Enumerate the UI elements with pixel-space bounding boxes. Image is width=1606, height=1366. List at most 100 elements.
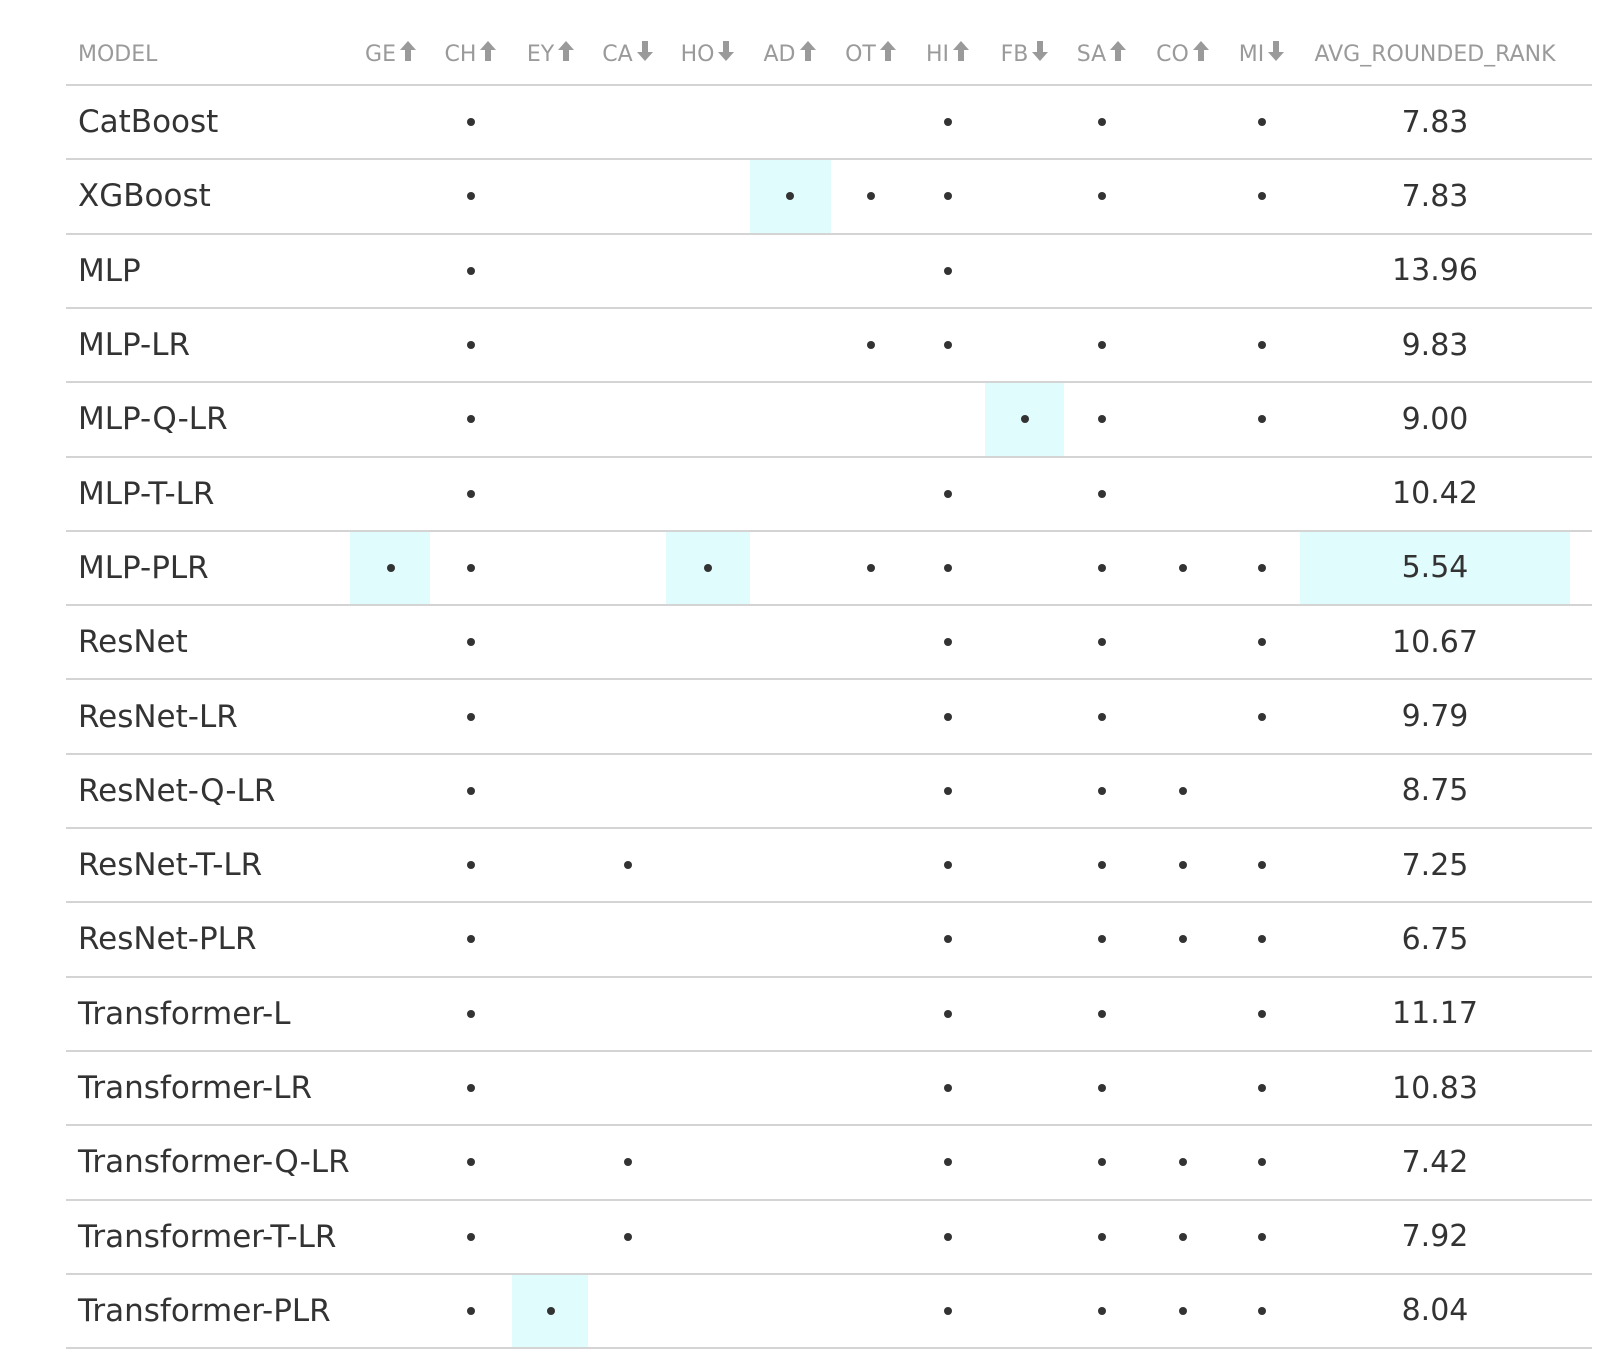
- arrow-up-icon: [952, 40, 970, 68]
- column-header-label: CH: [444, 41, 477, 67]
- column-header-label: CO: [1156, 41, 1189, 67]
- row-divider: [66, 752, 1592, 755]
- avg-rounded-rank-value: 7.92: [1401, 1219, 1469, 1255]
- mark-dot-ch: [467, 1084, 475, 1093]
- column-header-label: MI: [1238, 41, 1265, 67]
- mark-dot-co: [1179, 1158, 1187, 1167]
- model-name: MLP: [78, 252, 141, 289]
- mark-dot-mi: [1258, 861, 1266, 870]
- column-header-label: AVG_ROUNDED_RANK: [1314, 41, 1556, 67]
- mark-dot-co: [1179, 786, 1187, 795]
- model-name: MLP-Q-LR: [78, 401, 228, 438]
- row-divider: [66, 1198, 1592, 1201]
- mark-dot-hi: [944, 1009, 952, 1018]
- column-header-fb: FB: [985, 34, 1065, 74]
- avg-rounded-rank-value: 9.83: [1401, 327, 1469, 363]
- mark-dot-ch: [467, 118, 475, 127]
- column-header-ey: EY: [511, 34, 591, 74]
- mark-dot-sa: [1098, 786, 1106, 795]
- mark-dot-sa: [1098, 489, 1106, 498]
- mark-dot-mi: [1258, 1158, 1266, 1167]
- column-header-ho: HO: [668, 34, 748, 74]
- mark-dot-co: [1179, 935, 1187, 944]
- mark-dot-sa: [1098, 415, 1106, 424]
- mark-dot-hi: [944, 638, 952, 647]
- avg-rounded-rank-value: 11.17: [1392, 996, 1478, 1032]
- row-divider: [66, 1272, 1592, 1275]
- model-name: ResNet-PLR: [78, 921, 257, 958]
- arrow-down-icon: [1031, 40, 1049, 68]
- mark-dot-mi: [1258, 118, 1266, 127]
- column-header-label: HO: [680, 41, 715, 67]
- row-divider: [66, 158, 1592, 161]
- mark-dot-mi: [1258, 935, 1266, 944]
- mark-dot-ca: [624, 1158, 632, 1167]
- column-header-label: GE: [365, 41, 396, 67]
- arrow-up-icon: [399, 40, 417, 68]
- mark-dot-co: [1179, 1306, 1187, 1315]
- mark-dot-hi: [944, 489, 952, 498]
- mark-dot-hi: [944, 861, 952, 870]
- arrow-down-icon: [636, 40, 654, 68]
- model-name: XGBoost: [78, 178, 211, 215]
- avg-rounded-rank-value: 5.54: [1401, 550, 1469, 586]
- mark-dot-ca: [624, 1232, 632, 1241]
- column-header-co: CO: [1143, 34, 1223, 74]
- mark-dot-sa: [1098, 341, 1106, 350]
- model-name: MLP-T-LR: [78, 475, 215, 512]
- row-divider: [66, 1347, 1592, 1350]
- mark-dot-ch: [467, 712, 475, 721]
- row-divider: [66, 455, 1592, 458]
- mark-dot-sa: [1098, 861, 1106, 870]
- mark-dot-mi: [1258, 1232, 1266, 1241]
- mark-dot-mi: [1258, 1306, 1266, 1315]
- mark-dot-co: [1179, 1232, 1187, 1241]
- avg-rounded-rank-value: 8.75: [1401, 773, 1469, 809]
- column-header-ot: OT: [831, 34, 911, 74]
- model-name: ResNet: [78, 624, 188, 661]
- arrow-up-icon: [557, 40, 575, 68]
- header-divider: [66, 84, 1592, 86]
- model-name: Transformer-PLR: [78, 1292, 331, 1329]
- mark-dot-hi: [944, 1158, 952, 1167]
- model-name: Transformer-LR: [78, 1070, 313, 1107]
- column-header-label: EY: [526, 41, 555, 67]
- arrow-up-icon: [799, 40, 817, 68]
- best-cell-highlight: [1300, 531, 1570, 606]
- column-header-ge: GE: [351, 34, 431, 74]
- row-divider: [66, 604, 1592, 607]
- avg-rounded-rank-value: 10.42: [1392, 476, 1478, 512]
- model-name: MLP-LR: [78, 327, 191, 364]
- mark-dot-ch: [467, 1009, 475, 1018]
- mark-dot-ch: [467, 563, 475, 572]
- mark-dot-hi: [944, 192, 952, 201]
- mark-dot-sa: [1098, 638, 1106, 647]
- column-header-label: AD: [763, 41, 796, 67]
- row-divider: [66, 901, 1592, 904]
- row-divider: [66, 678, 1592, 681]
- mark-dot-mi: [1258, 341, 1266, 350]
- column-header-label: SA: [1076, 41, 1107, 67]
- arrow-up-icon: [479, 40, 497, 68]
- column-header-label: OT: [845, 41, 876, 67]
- avg-rounded-rank-value: 10.83: [1392, 1070, 1478, 1106]
- arrow-down-icon: [1267, 40, 1285, 68]
- avg-rounded-rank-value: 10.67: [1392, 624, 1478, 660]
- mark-dot-hi: [944, 266, 952, 275]
- mark-dot-ot: [867, 192, 875, 201]
- mark-dot-mi: [1258, 1084, 1266, 1093]
- mark-dot-mi: [1258, 712, 1266, 721]
- row-divider: [66, 975, 1592, 978]
- row-divider: [66, 1049, 1592, 1052]
- mark-dot-ch: [467, 192, 475, 201]
- avg-rounded-rank-value: 9.79: [1401, 699, 1469, 735]
- mark-dot-sa: [1098, 712, 1106, 721]
- avg-rounded-rank-value: 7.83: [1401, 104, 1469, 140]
- avg-rounded-rank-value: 7.42: [1401, 1144, 1469, 1180]
- row-divider: [66, 529, 1592, 532]
- arrow-up-icon: [1109, 40, 1127, 68]
- mark-dot-ot: [867, 341, 875, 350]
- column-header-sa: SA: [1062, 34, 1142, 74]
- mark-dot-hi: [944, 786, 952, 795]
- arrow-up-icon: [879, 40, 897, 68]
